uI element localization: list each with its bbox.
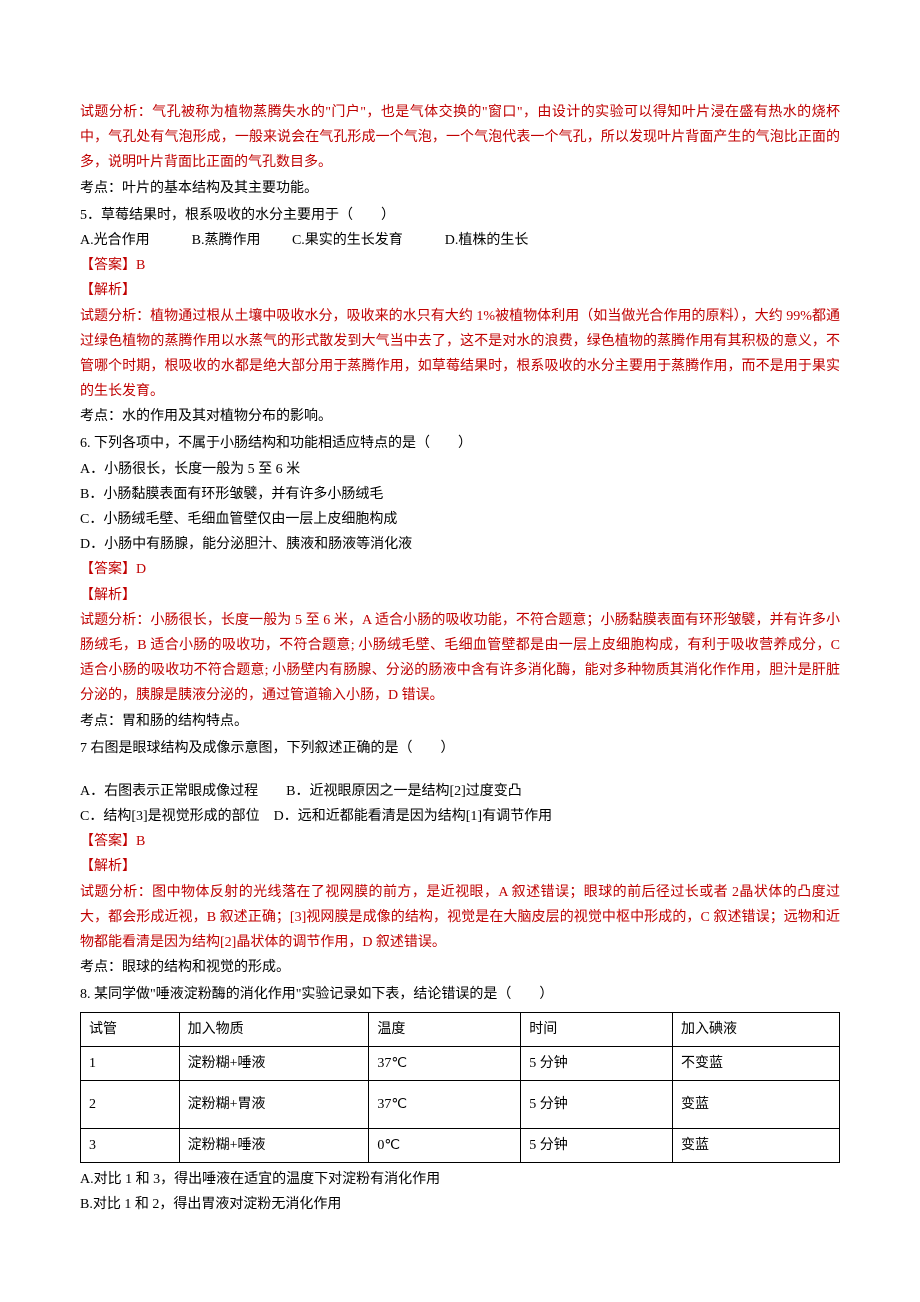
q6-analysis: 试题分析：小肠很长，长度一般为 5 至 6 米，A 适合小肠的吸收功能，不符合题… [80, 608, 840, 709]
table-cell: 2 [81, 1080, 180, 1128]
table-cell: 淀粉糊+胃液 [179, 1080, 369, 1128]
q7-opts-line2: C．结构[3]是视觉形成的部位 D．远和近都能看清是因为结构[1]有调节作用 [80, 804, 840, 829]
table-cell: 5 分钟 [521, 1128, 673, 1162]
q8-stem: 8. 某同学做"唾液淀粉酶的消化作用"实验记录如下表，结论错误的是（ ） [80, 982, 840, 1007]
table-cell: 37℃ [369, 1080, 521, 1128]
answer-label: 【答案】 [80, 562, 136, 577]
table-cell: 淀粉糊+唾液 [179, 1128, 369, 1162]
q7-opts-line1: A．右图表示正常眼成像过程 B．近视眼原因之一是结构[2]过度变凸 [80, 779, 840, 804]
table-cell: 不变蓝 [673, 1046, 840, 1080]
q5-analysis: 试题分析：植物通过根从土壤中吸收水分，吸收来的水只有大约 1%被植物体利用（如当… [80, 304, 840, 405]
answer-label: 【答案】 [80, 834, 136, 849]
q8-table-wrap: 试管加入物质温度时间加入碘液 1淀粉糊+唾液37℃5 分钟不变蓝2淀粉糊+胃液3… [80, 1012, 840, 1164]
table-body: 1淀粉糊+唾液37℃5 分钟不变蓝2淀粉糊+胃液37℃5 分钟变蓝3淀粉糊+唾液… [81, 1046, 840, 1162]
q7-stem: 7 右图是眼球结构及成像示意图，下列叙述正确的是（ ） [80, 736, 840, 761]
table-row: 3淀粉糊+唾液0℃5 分钟变蓝 [81, 1128, 840, 1162]
q5-options: A.光合作用 B.蒸腾作用 C.果实的生长发育 D.植株的生长 [80, 228, 840, 253]
q5-stem: 5．草莓结果时，根系吸收的水分主要用于（ ） [80, 203, 840, 228]
q5-jiexi-label: 【解析】 [80, 278, 840, 303]
table-cell: 37℃ [369, 1046, 521, 1080]
table-header-cell: 加入碘液 [673, 1012, 840, 1046]
q8-opt-a: A.对比 1 和 3，得出唾液在适宜的温度下对淀粉有消化作用 [80, 1167, 840, 1192]
table-cell: 变蓝 [673, 1128, 840, 1162]
table-cell: 3 [81, 1128, 180, 1162]
q6-answer-line: 【答案】D [80, 557, 840, 582]
q6-opt-d: D．小肠中有肠腺，能分泌胆汁、胰液和肠液等消化液 [80, 532, 840, 557]
table-row: 2淀粉糊+胃液37℃5 分钟变蓝 [81, 1080, 840, 1128]
q6-kaodian: 考点：胃和肠的结构特点。 [80, 709, 840, 734]
q6-opt-a: A．小肠很长，长度一般为 5 至 6 米 [80, 457, 840, 482]
table-row: 1淀粉糊+唾液37℃5 分钟不变蓝 [81, 1046, 840, 1080]
analysis-4: 试题分析：气孔被称为植物蒸腾失水的"门户"，也是气体交换的"窗口"，由设计的实验… [80, 100, 840, 176]
table-cell: 5 分钟 [521, 1080, 673, 1128]
table-cell: 淀粉糊+唾液 [179, 1046, 369, 1080]
table-header-row: 试管加入物质温度时间加入碘液 [81, 1012, 840, 1046]
q7-answer-line: 【答案】B [80, 829, 840, 854]
q7-analysis: 试题分析：图中物体反射的光线落在了视网膜的前方，是近视眼，A 叙述错误；眼球的前… [80, 880, 840, 956]
table-cell: 1 [81, 1046, 180, 1080]
q7-answer: B [136, 834, 145, 849]
q6-opt-c: C．小肠绒毛壁、毛细血管壁仅由一层上皮细胞构成 [80, 507, 840, 532]
q5-kaodian: 考点：水的作用及其对植物分布的影响。 [80, 404, 840, 429]
q7-jiexi-label: 【解析】 [80, 854, 840, 879]
table-cell: 0℃ [369, 1128, 521, 1162]
q8-opt-b: B.对比 1 和 2，得出胃液对淀粉无消化作用 [80, 1192, 840, 1217]
q6-answer: D [136, 562, 146, 577]
q7-spacer [80, 761, 840, 779]
table-header-cell: 时间 [521, 1012, 673, 1046]
q5-answer-line: 【答案】B [80, 253, 840, 278]
answer-label: 【答案】 [80, 258, 136, 273]
kaodian-4: 考点：叶片的基本结构及其主要功能。 [80, 176, 840, 201]
q6-opt-b: B．小肠黏膜表面有环形皱襞，并有许多小肠绒毛 [80, 482, 840, 507]
table-header-cell: 试管 [81, 1012, 180, 1046]
table-cell: 变蓝 [673, 1080, 840, 1128]
table-header-cell: 温度 [369, 1012, 521, 1046]
q5-answer: B [136, 258, 145, 273]
q6-jiexi-label: 【解析】 [80, 583, 840, 608]
q6-stem: 6. 下列各项中，不属于小肠结构和功能相适应特点的是（ ） [80, 431, 840, 456]
table-cell: 5 分钟 [521, 1046, 673, 1080]
q7-kaodian: 考点：眼球的结构和视觉的形成。 [80, 955, 840, 980]
q8-table: 试管加入物质温度时间加入碘液 1淀粉糊+唾液37℃5 分钟不变蓝2淀粉糊+胃液3… [80, 1012, 840, 1164]
table-header-cell: 加入物质 [179, 1012, 369, 1046]
